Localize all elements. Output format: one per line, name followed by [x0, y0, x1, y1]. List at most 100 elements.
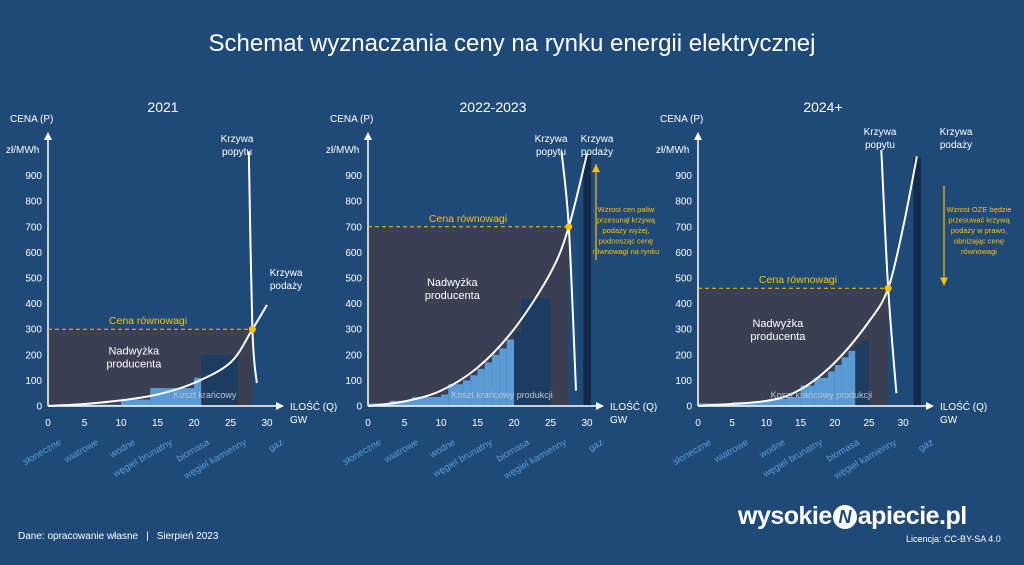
shift-annotation: Wzrost OZE będzie przesuwać krzywą podaży … — [946, 205, 1011, 256]
supply-step-bar-dark — [521, 298, 551, 406]
y-axis-label: CENA (P) — [330, 114, 373, 125]
x-axis-arrow-icon — [276, 402, 284, 410]
brand-text-left: wysokie — [738, 502, 832, 530]
y-axis-arrow-icon — [364, 132, 372, 140]
x-axis-arrow-icon — [926, 402, 934, 410]
supply-step-bar-dark — [201, 354, 238, 406]
category-label: gaz — [587, 437, 606, 454]
supply-step-bar — [786, 397, 801, 406]
separator: | — [146, 531, 149, 542]
x-tick-label: 25 — [863, 418, 875, 429]
y-tick-label: 0 — [686, 402, 692, 413]
supply-step-bar — [732, 402, 760, 406]
page-title: Schemat wyznaczania ceny na rynku energi… — [208, 30, 816, 57]
demand-curve-label: Krzywa popytu — [864, 127, 897, 151]
x-tick-label: 15 — [795, 418, 807, 429]
x-tick-label: 25 — [225, 418, 237, 429]
chart-title: 2021 — [147, 99, 178, 115]
x-axis-arrow-icon — [596, 402, 604, 410]
producer-surplus-label: Nadwyżka producenta — [750, 318, 806, 343]
y-axis-arrow-icon — [694, 132, 702, 140]
supply-step-bar — [499, 348, 507, 406]
supply-step-bar — [834, 365, 842, 406]
x-tick-label: 20 — [188, 418, 200, 429]
x-tick-label: 0 — [695, 418, 701, 429]
y-tick-label: 100 — [345, 376, 362, 387]
category-label: słoneczne — [341, 437, 384, 468]
shift-arrow-icon — [592, 164, 600, 173]
marginal-cost-label: Koszt krańcowy — [173, 390, 237, 400]
x-tick-label: 20 — [829, 418, 841, 429]
y-tick-label: 900 — [345, 171, 362, 182]
x-tick-label: 5 — [82, 418, 88, 429]
y-tick-label: 900 — [675, 171, 692, 182]
y-tick-label: 600 — [25, 248, 42, 259]
x-tick-label: 10 — [115, 418, 127, 429]
x-axis-unit: GW — [290, 415, 308, 426]
brand-text-right: apiecie.pl — [857, 502, 967, 530]
supply-step-bar — [150, 388, 194, 406]
category-label: węgiel kamienny — [831, 437, 898, 482]
x-tick-label: 15 — [152, 418, 164, 429]
y-tick-label: 700 — [345, 222, 362, 233]
x-tick-label: 30 — [261, 418, 273, 429]
x-axis-label: ILOŚĆ (Q) — [290, 400, 337, 413]
y-axis-label: CENA (P) — [660, 114, 703, 125]
y-tick-label: 600 — [675, 248, 692, 259]
source-text: Dane: opracowanie własne — [18, 531, 139, 542]
y-tick-label: 200 — [345, 350, 362, 361]
y-tick-label: 800 — [345, 197, 362, 208]
supply-step-bar — [800, 385, 815, 406]
category-label: słoneczne — [21, 437, 64, 468]
y-tick-label: 600 — [345, 248, 362, 259]
equilibrium-label: Cena równowagi — [429, 213, 507, 225]
supply-step-bar — [773, 398, 787, 406]
demand-curve — [560, 151, 577, 391]
supply-step-bar — [477, 368, 485, 406]
category-label: wiatrowe — [712, 437, 751, 466]
y-axis-unit: zł/MWh — [6, 145, 39, 156]
demand-curve-label: Krzywa popytu — [535, 134, 568, 158]
y-tick-label: 700 — [25, 222, 42, 233]
y-tick-label: 300 — [25, 325, 42, 336]
supply-curve-label: Krzywa podaży — [270, 268, 303, 292]
supply-step-bar — [506, 339, 514, 406]
y-tick-label: 100 — [675, 376, 692, 387]
y-tick-label: 800 — [675, 197, 692, 208]
x-tick-label: 0 — [365, 418, 371, 429]
x-tick-label: 15 — [472, 418, 484, 429]
brand-lightning-icon: N — [832, 505, 857, 529]
y-tick-label: 400 — [25, 299, 42, 310]
y-tick-label: 900 — [25, 171, 42, 182]
supply-step-bar — [121, 399, 151, 406]
x-axis-label: ILOŚĆ (Q) — [610, 400, 657, 413]
category-label: wiatrowe — [382, 437, 421, 466]
y-axis-label: CENA (P) — [10, 114, 53, 125]
supply-step-bar — [814, 377, 828, 406]
y-axis-arrow-icon — [44, 132, 52, 140]
equilibrium-point — [884, 284, 892, 292]
supply-step-bar — [462, 380, 471, 406]
supply-step-bar — [194, 377, 202, 406]
category-label: węgiel kamienny — [501, 437, 568, 482]
x-axis-unit: GW — [610, 415, 628, 426]
x-tick-label: 20 — [508, 418, 520, 429]
equilibrium-label: Cena równowagi — [759, 274, 837, 286]
equilibrium-label: Cena równowagi — [109, 315, 187, 327]
equilibrium-point — [248, 325, 256, 333]
supply-step-bar — [827, 371, 835, 406]
y-tick-label: 0 — [36, 402, 42, 413]
footer-source: Dane: opracowanie własne | Sierpień 2023 — [18, 531, 218, 542]
x-axis-label: ILOŚĆ (Q) — [940, 400, 987, 413]
x-tick-label: 10 — [761, 418, 773, 429]
x-tick-label: 25 — [545, 418, 557, 429]
supply-step-bar — [759, 400, 774, 406]
supply-step-bar — [484, 362, 493, 406]
supply-step-bar — [492, 354, 500, 406]
y-tick-label: 500 — [25, 274, 42, 285]
supply-step-bar — [841, 357, 849, 406]
y-axis-unit: zł/MWh — [656, 145, 689, 156]
